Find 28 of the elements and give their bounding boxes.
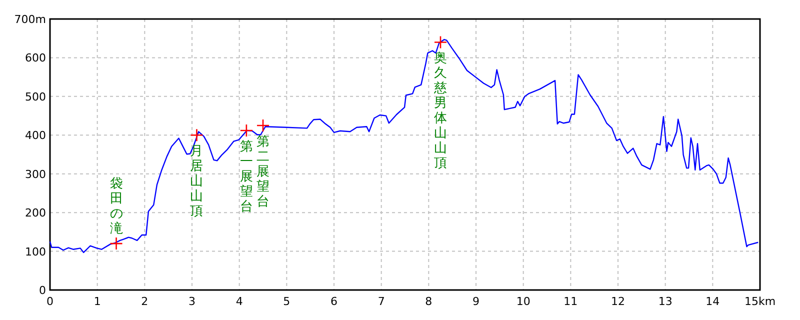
y-tick-label: 200 [25, 206, 46, 220]
x-tick-label: 3 [188, 295, 196, 308]
annotation: 第一展望台 [240, 140, 253, 214]
x-tick-label: 9 [472, 295, 480, 308]
annotation: 月居山山頂 [190, 144, 204, 220]
x-tick-label: 13 [658, 295, 672, 308]
x-tick-label: 5 [283, 295, 290, 308]
x-tick-label: 11 [564, 295, 578, 308]
y-tick-label: 700m [14, 13, 46, 26]
x-tick-label: 14 [706, 295, 720, 308]
x-tick-label: 12 [611, 295, 625, 308]
y-tick-label: 100 [25, 245, 46, 258]
x-tick-label: 15km [744, 295, 776, 308]
y-tick-label: 300 [25, 168, 46, 181]
y-tick-label: 500 [25, 90, 46, 104]
x-tick-label: 6 [330, 295, 338, 308]
y-tick-label: 0 [39, 284, 46, 297]
x-tick-label: 8 [425, 295, 432, 308]
x-tick-label: 10 [516, 295, 530, 308]
y-tick-label: 400 [25, 129, 46, 142]
annotation: 第二展望台 [256, 134, 270, 210]
annotation: 袋田の滝 [110, 176, 123, 237]
x-tick-label: 2 [141, 295, 148, 308]
x-tick-label: 7 [378, 295, 385, 308]
y-tick-label: 600 [25, 52, 46, 65]
annotation: 奥久慈男体山山頂 [434, 51, 447, 172]
x-tick-label: 1 [94, 295, 101, 308]
x-tick-label: 4 [236, 295, 243, 308]
